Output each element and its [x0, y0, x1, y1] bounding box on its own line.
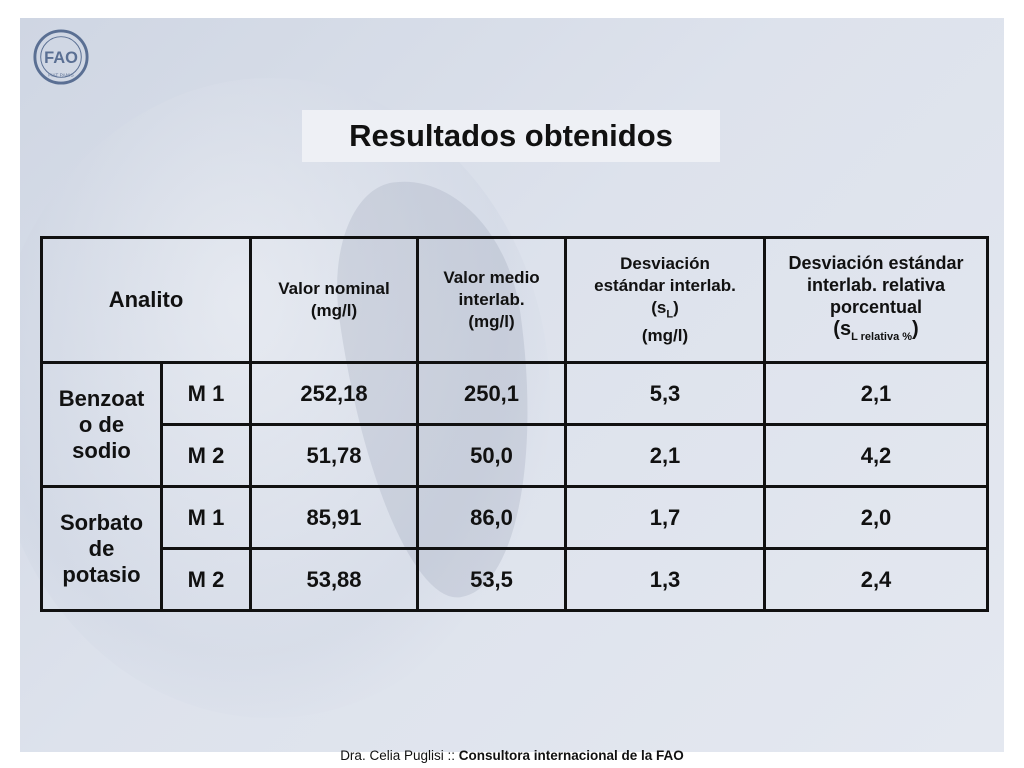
- header-valor-medio-line3: (mg/l): [468, 312, 515, 331]
- desviacion-cell: 2,1: [564, 423, 766, 488]
- desviacion-cell: 1,3: [564, 547, 766, 612]
- muestra-cell: M 2: [160, 423, 252, 488]
- valor-medio-cell: 53,5: [416, 547, 567, 612]
- valor-nominal-cell: 85,91: [249, 485, 419, 550]
- slide-background: FAO FIAT PANIS Resultados obtenidos Anal…: [20, 18, 1004, 752]
- header-desviacion: Desviación estándar interlab. (sL) (mg/l…: [564, 236, 766, 364]
- svg-text:FIAT PANIS: FIAT PANIS: [48, 72, 74, 78]
- header-desviacion-close: ): [673, 297, 679, 317]
- analito-name-line: Benzoat: [58, 385, 145, 411]
- muestra-cell: M 1: [160, 485, 252, 550]
- footer-author: Dra. Celia Puglisi: [340, 748, 444, 763]
- desviacion-cell: 5,3: [564, 361, 766, 426]
- analito-name-line: de: [88, 535, 115, 561]
- header-analito: Analito: [40, 236, 252, 364]
- header-valor-medio-line1: Valor medio: [443, 268, 540, 287]
- header-desviacion-line1: Desviación: [620, 253, 710, 273]
- analito-benzoato: Benzoat o de sodio: [40, 361, 163, 488]
- valor-nominal-cell: 53,88: [249, 547, 419, 612]
- table-row: Benzoat o de sodio M 1 252,18 250,1 5,3 …: [40, 361, 989, 488]
- header-valor-medio-line2: interlab.: [458, 290, 525, 309]
- slide-title: Resultados obtenidos: [349, 118, 673, 153]
- title-box: Resultados obtenidos: [302, 110, 720, 162]
- valor-nominal-cell: 51,78: [249, 423, 419, 488]
- desviacion-relativa-cell: 2,4: [763, 547, 989, 612]
- muestra-cell: M 1: [160, 361, 252, 426]
- header-desviacion-line4: (mg/l): [641, 326, 689, 346]
- header-desviacion-symbol-text: (s: [651, 297, 667, 317]
- header-desviacion-relativa-symbol-text: (s: [833, 318, 852, 340]
- header-desviacion-subscript: L: [666, 308, 674, 321]
- fao-logo-icon: FAO FIAT PANIS: [33, 29, 89, 85]
- analito-name-line: Sorbato: [59, 509, 144, 535]
- header-analito-label: Analito: [108, 287, 184, 312]
- table-row: M 2 51,78 50,0 2,1 4,2: [42, 423, 989, 488]
- desviacion-relativa-cell: 2,0: [763, 485, 989, 550]
- header-desviacion-relativa: Desviación estándar interlab. relativa p…: [763, 236, 989, 364]
- muestra-cell: M 2: [160, 547, 252, 612]
- svg-text:FAO: FAO: [44, 49, 78, 67]
- desviacion-relativa-cell: 4,2: [763, 423, 989, 488]
- footer: Dra. Celia Puglisi :: Consultora interna…: [0, 748, 1024, 763]
- header-valor-medio: Valor medio interlab. (mg/l): [416, 236, 567, 364]
- valor-medio-cell: 86,0: [416, 485, 567, 550]
- header-desviacion-symbol: (sL): [567, 297, 763, 325]
- header-desviacion-relativa-line1: Desviación estándar: [788, 253, 964, 273]
- header-valor-nominal-line2: (mg/l): [310, 301, 358, 320]
- analito-name-line: sodio: [72, 437, 131, 463]
- header-desviacion-relativa-line2: interlab. relativa: [806, 275, 946, 295]
- header-desviacion-relativa-symbol: (sL relativa %): [766, 318, 986, 348]
- analito-name-line: o de: [78, 411, 125, 437]
- analito-name-line: potasio: [62, 561, 141, 587]
- desviacion-cell: 1,7: [564, 485, 766, 550]
- footer-role: Consultora internacional de la FAO: [458, 748, 684, 763]
- valor-medio-cell: 250,1: [416, 361, 567, 426]
- table-row: Sorbato de potasio M 1 85,91 86,0 1,7 2,…: [40, 485, 989, 612]
- header-desviacion-relativa-subscript: L relativa %: [851, 331, 913, 343]
- header-valor-nominal-line1: Valor nominal: [278, 279, 390, 298]
- analito-sorbato: Sorbato de potasio: [40, 485, 163, 612]
- table-row: M 2 53,88 53,5 1,3 2,4: [42, 547, 989, 612]
- desviacion-relativa-cell: 2,1: [763, 361, 989, 426]
- valor-nominal-cell: 252,18: [249, 361, 419, 426]
- footer-separator: ::: [443, 748, 459, 763]
- header-row: Analito Valor nominal (mg/l) Valor medio…: [40, 236, 989, 364]
- header-desviacion-relativa-close: ): [912, 318, 919, 340]
- header-valor-nominal: Valor nominal (mg/l): [249, 236, 419, 364]
- results-table: Analito Valor nominal (mg/l) Valor medio…: [40, 236, 989, 612]
- valor-medio-cell: 50,0: [416, 423, 567, 488]
- header-desviacion-line2: estándar interlab.: [594, 275, 736, 295]
- header-desviacion-relativa-line3: porcentual: [829, 297, 922, 317]
